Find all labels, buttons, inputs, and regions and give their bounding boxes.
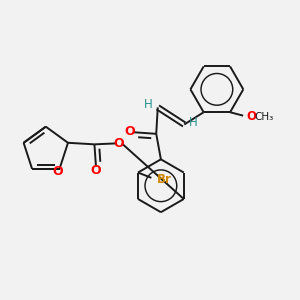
Text: CH₃: CH₃ (254, 112, 273, 122)
Text: H: H (189, 116, 197, 129)
Text: O: O (125, 125, 135, 138)
Text: H: H (143, 98, 152, 111)
Text: O: O (246, 110, 256, 123)
Text: Br: Br (157, 173, 172, 186)
Text: O: O (113, 137, 124, 150)
Text: O: O (91, 164, 101, 177)
Text: O: O (52, 165, 63, 178)
